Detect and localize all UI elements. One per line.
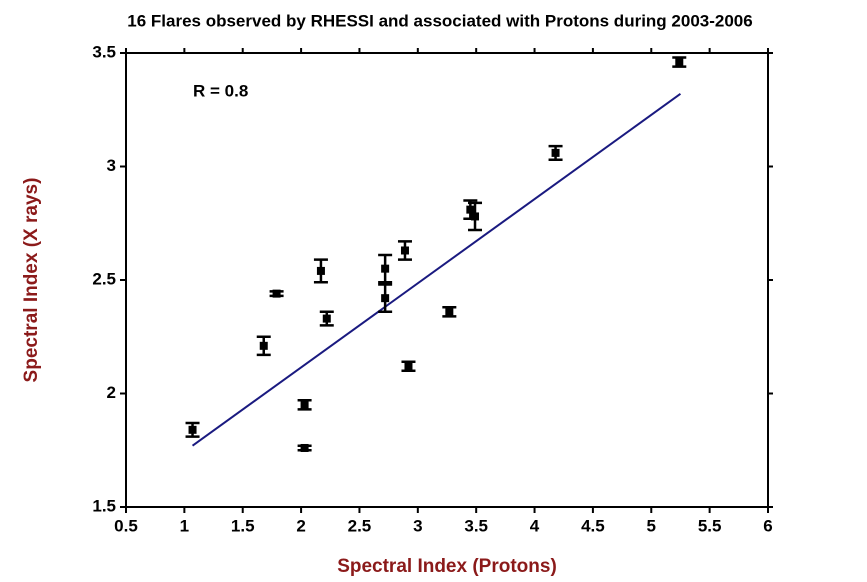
point xyxy=(400,246,409,255)
y-tick-label: 1.5 xyxy=(92,496,116,515)
fit-line xyxy=(191,93,682,447)
point xyxy=(316,266,325,275)
point xyxy=(272,289,281,298)
x-tick-label: 6 xyxy=(763,516,772,535)
y-tick-label: 3.5 xyxy=(92,42,116,61)
y-tick-label: 2 xyxy=(107,383,116,402)
point xyxy=(466,205,475,214)
x-tick-label: 1 xyxy=(180,516,189,535)
x-tick-label: 5 xyxy=(647,516,656,535)
x-tick-label: 3.5 xyxy=(464,516,488,535)
y-axis-label: Spectral Index (X rays) xyxy=(21,178,42,383)
chart-title: 16 Flares observed by RHESSI and associa… xyxy=(127,11,752,30)
x-tick-label: 2.5 xyxy=(348,516,372,535)
y-tick-label: 2.5 xyxy=(92,269,116,288)
point xyxy=(445,307,454,316)
x-tick-label: 0.5 xyxy=(114,516,138,535)
point xyxy=(259,341,268,350)
y-tick-label: 3 xyxy=(107,156,116,175)
point xyxy=(188,425,197,434)
x-axis-label: Spectral Index (Protons) xyxy=(337,556,557,577)
x-tick-label: 2 xyxy=(296,516,305,535)
x-tick-label: 4 xyxy=(530,516,540,535)
point xyxy=(322,314,331,323)
x-tick-label: 3 xyxy=(413,516,422,535)
x-tick-label: 5.5 xyxy=(698,516,722,535)
point xyxy=(551,148,560,157)
x-tick-label: 4.5 xyxy=(581,516,605,535)
point xyxy=(675,58,684,67)
point xyxy=(381,294,390,303)
point xyxy=(404,362,413,371)
point xyxy=(300,400,309,409)
point xyxy=(300,443,309,452)
point xyxy=(381,264,390,273)
point xyxy=(471,212,480,221)
annotation: R = 0.8 xyxy=(193,81,248,100)
x-tick-label: 1.5 xyxy=(231,516,255,535)
plot-frame xyxy=(125,52,769,508)
